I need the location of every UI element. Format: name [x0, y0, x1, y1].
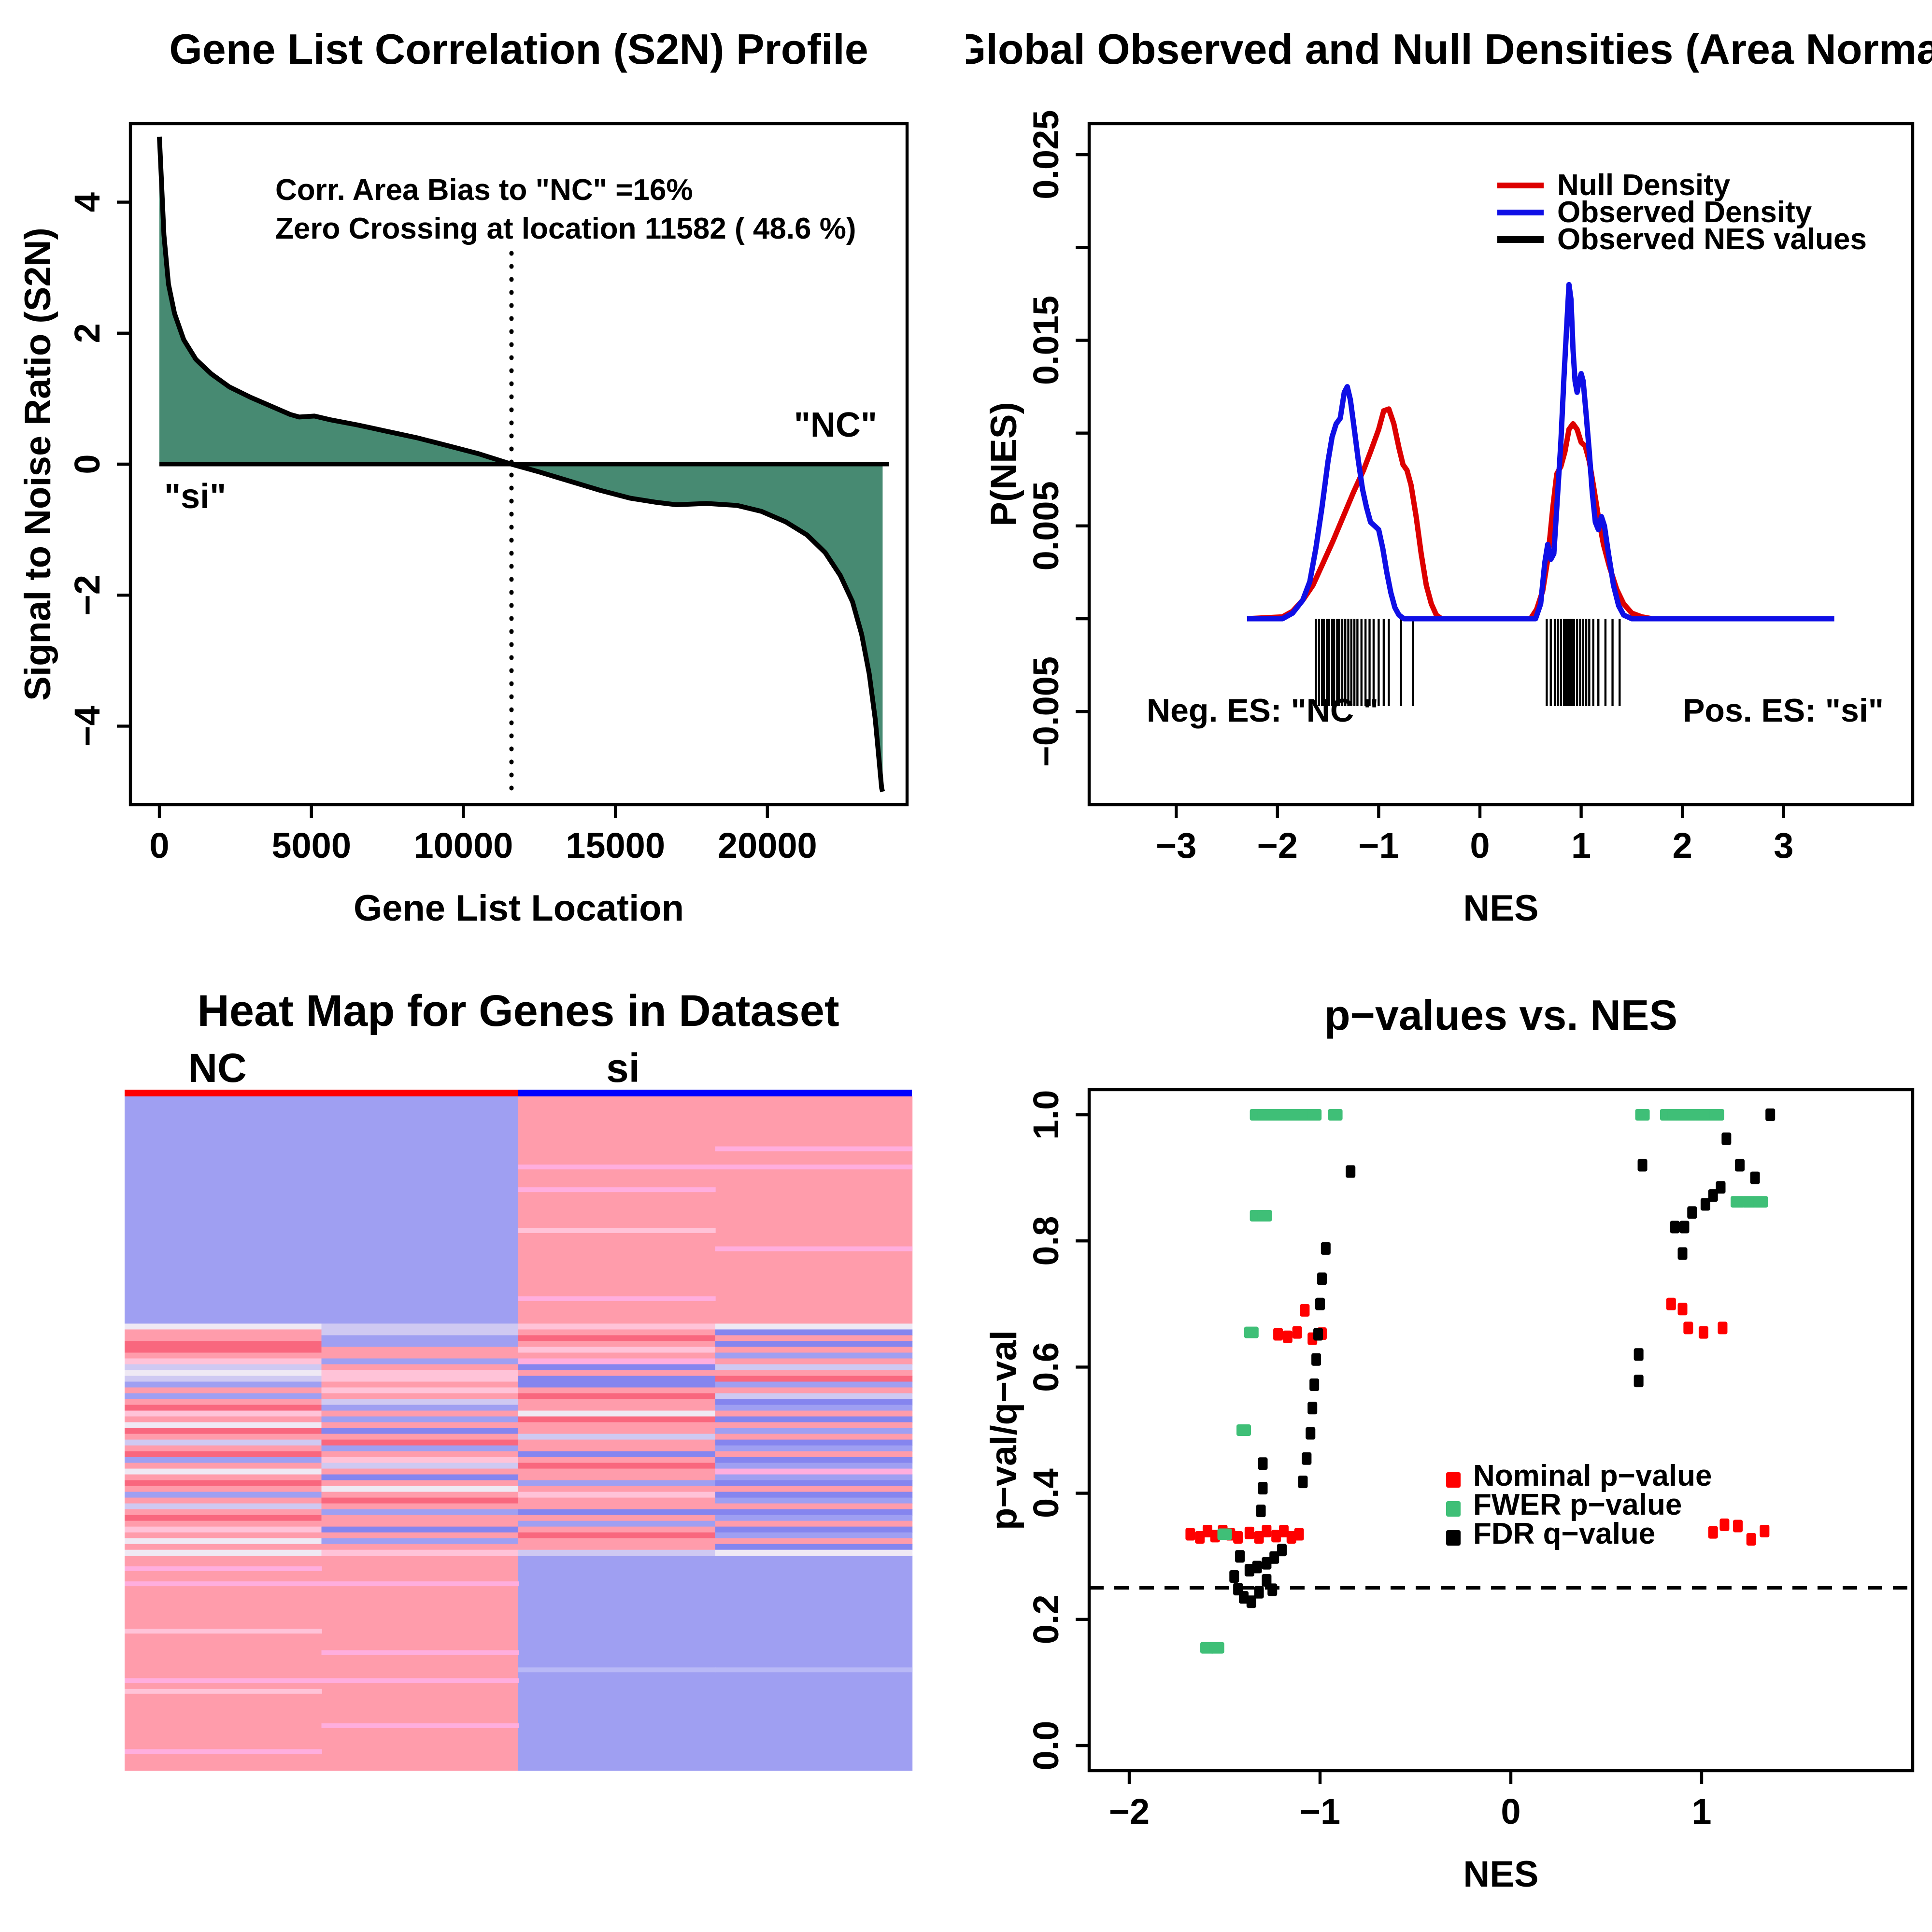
y-tick-label: 1.0: [1026, 1090, 1066, 1140]
heatmap-middle-block: [125, 1323, 913, 1556]
x-tick-label: 0: [149, 825, 169, 866]
panel-global-densities: −3 −2 −1 0 1 2 3 −0.005 0.005 0.015 0.025 Null Dens…: [966, 0, 1932, 966]
x-tick-label: 1: [1691, 1791, 1711, 1832]
x-axis-label: NES: [1463, 1854, 1538, 1895]
x-tick-label: 0: [1501, 1791, 1520, 1832]
observed-density-curve: [1247, 282, 1834, 622]
panel-title: Gene List Correlation (S2N) Profile: [169, 25, 868, 73]
y-tick-label: −4: [67, 706, 107, 746]
x-tick-label: 15000: [566, 825, 665, 866]
y-tick-label: 2: [67, 323, 107, 343]
observed-nes-rug: [1315, 619, 1621, 706]
s2n-profile-chart: 0 5000 10000 15000 20000 −4 −2 0 2 4 Gene List Cor…: [17, 25, 909, 929]
panel-heatmap: Heat Map for Genes in Dataset NC si: [0, 966, 966, 1932]
legend-label: Observed Density: [1557, 196, 1812, 229]
fwer-p-value-points: [1200, 1109, 1768, 1654]
legend-label: Null Density: [1557, 169, 1731, 202]
x-tick-label: 10000: [414, 825, 513, 866]
heatmap-bottom-block: [125, 1555, 913, 1771]
y-axis-label: Signal to Noise Ratio (S2N): [17, 227, 58, 701]
group-label-nc: NC: [188, 1045, 246, 1091]
y-tick-label: 0.8: [1026, 1216, 1066, 1266]
pos-es-label: Pos. ES: "si": [1683, 692, 1884, 729]
panel-title: Heat Map for Genes in Dataset: [197, 986, 839, 1036]
y-tick-label: 0.025: [1026, 110, 1066, 199]
legend-label: Nominal p−value: [1473, 1459, 1712, 1492]
densities-chart: −3 −2 −1 0 1 2 3 −0.005 0.005 0.015 0.025 Null Dens…: [966, 25, 1932, 929]
y-axis-label: p−val/q−val: [983, 1330, 1024, 1530]
phenotype-left-label: "si": [164, 477, 226, 516]
neg-es-label: Neg. ES: "NC ": [1147, 692, 1378, 729]
x-tick-label: −1: [1358, 825, 1399, 866]
x-tick-label: 2: [1673, 825, 1692, 866]
y-tick-label: 4: [67, 192, 107, 212]
panel-title: Global Observed and Null Densities (Area…: [966, 25, 1932, 73]
heatmap-chart: Heat Map for Genes in Dataset NC si: [125, 986, 913, 1771]
y-tick-label: 0.4: [1026, 1468, 1066, 1518]
class-strip-nc: [125, 1090, 518, 1096]
y-tick-label: −0.005: [1026, 656, 1066, 767]
panel-title: p−values vs. NES: [1324, 991, 1677, 1039]
legend-label: Observed NES values: [1557, 223, 1867, 256]
y-tick-label: 0.015: [1026, 296, 1066, 385]
y-tick-label: 0.005: [1026, 481, 1066, 570]
x-tick-label: 1: [1571, 825, 1591, 866]
y-tick-label: 0.2: [1026, 1594, 1066, 1644]
x-tick-label: −3: [1156, 825, 1196, 866]
y-tick-label: −2: [67, 575, 107, 615]
y-tick-label: 0: [67, 454, 107, 474]
x-tick-label: −1: [1300, 1791, 1340, 1832]
y-tick-label: 0.0: [1026, 1721, 1066, 1771]
panel-s2n-profile: 0 5000 10000 15000 20000 −4 −2 0 2 4 Gene List Cor…: [0, 0, 966, 966]
nominal-p-value-points: [1185, 1297, 1770, 1546]
x-tick-label: −2: [1109, 1791, 1150, 1832]
y-tick-label: 0.6: [1026, 1342, 1066, 1392]
heatmap-top-block: [125, 1096, 913, 1324]
x-tick-label: 20000: [718, 825, 817, 866]
fdr-q-value-points: [1229, 1108, 1776, 1608]
annotation-corr-area-bias: Corr. Area Bias to "NC" =16%: [275, 173, 693, 207]
group-label-si: si: [606, 1045, 640, 1091]
y-axis-label: P(NES): [983, 402, 1024, 526]
x-tick-label: 0: [1470, 825, 1490, 866]
legend-label: FWER p−value: [1473, 1488, 1682, 1521]
x-axis-label: NES: [1463, 888, 1538, 929]
annotation-zero-crossing: Zero Crossing at location 11582 ( 48.6 %…: [275, 212, 856, 245]
x-tick-label: 3: [1774, 825, 1793, 866]
panel-pvalues-vs-nes: −2 −1 0 1 0.0 0.2 0.4 0.6 0.8 1.0 Nominal p−value F…: [966, 966, 1932, 1932]
x-tick-label: 5000: [271, 825, 351, 866]
class-strip-si: [518, 1090, 912, 1096]
x-axis-label: Gene List Location: [354, 888, 684, 929]
x-tick-label: −2: [1257, 825, 1298, 866]
phenotype-right-label: "NC": [794, 406, 877, 444]
legend-label: FDR q−value: [1473, 1517, 1655, 1550]
